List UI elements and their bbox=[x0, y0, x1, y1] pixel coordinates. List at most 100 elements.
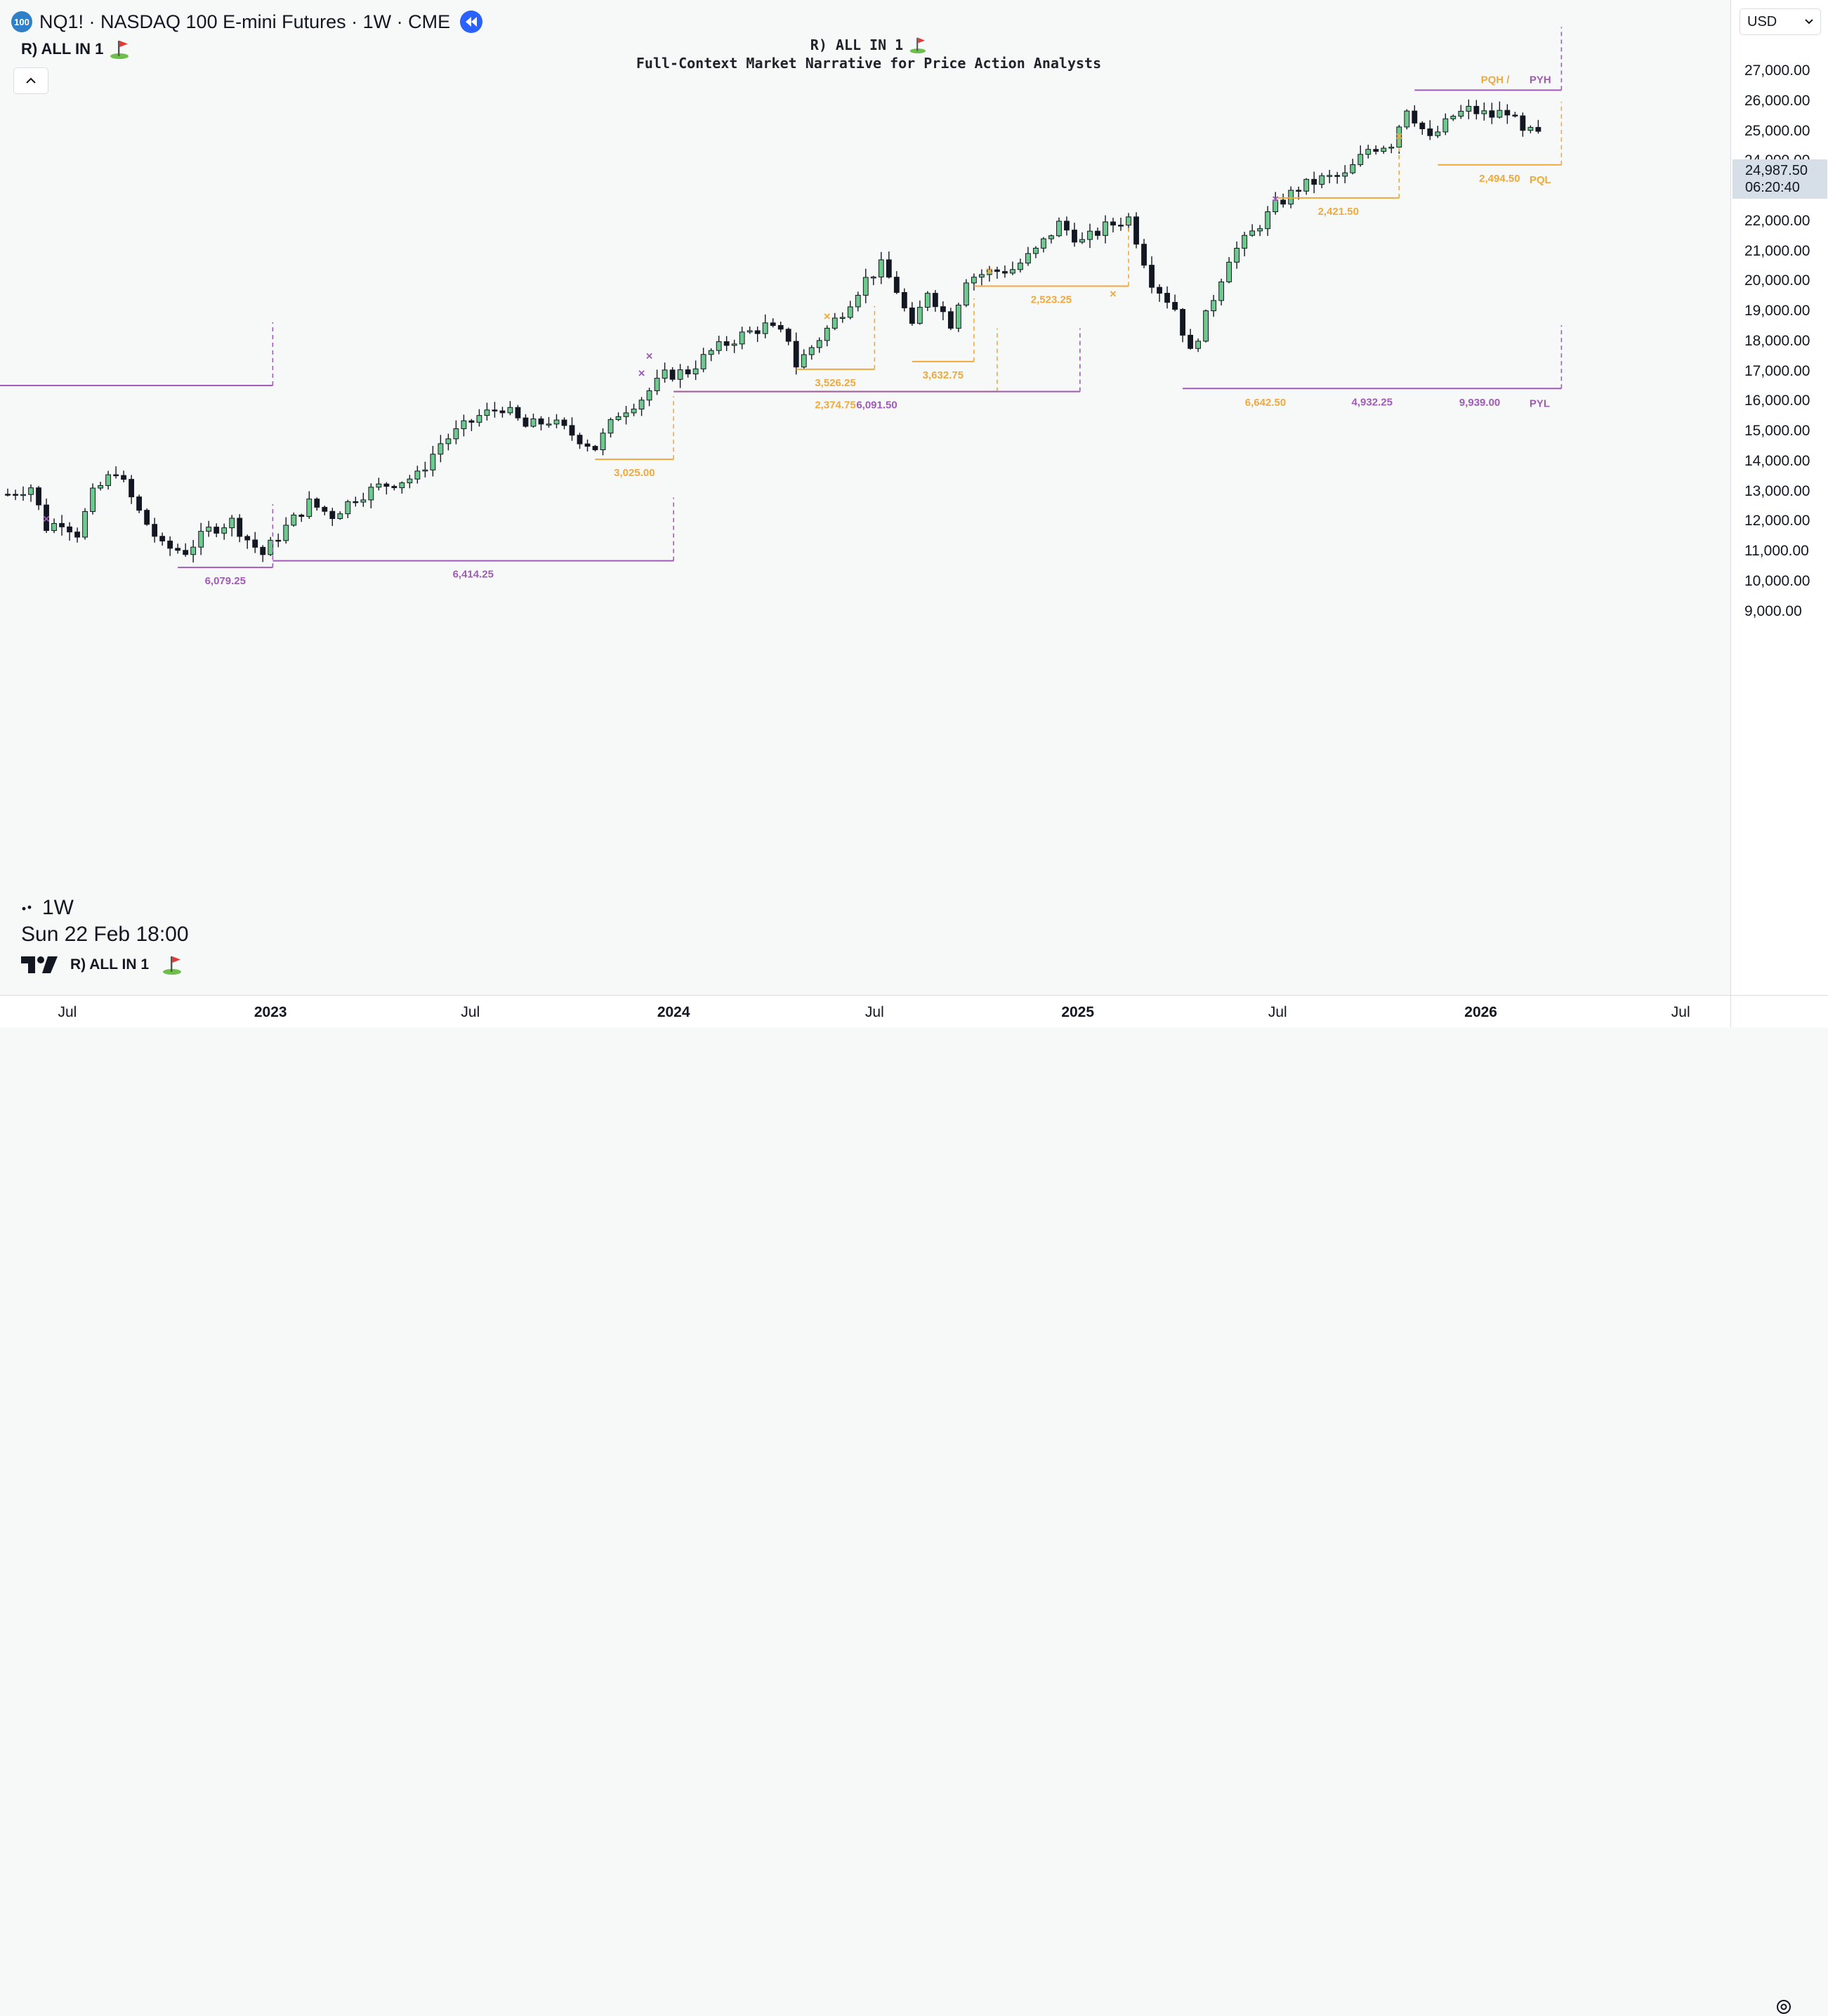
candle-bear bbox=[113, 474, 119, 477]
candle-bear bbox=[1133, 216, 1139, 245]
candle-bull bbox=[924, 293, 931, 308]
time-tick-label: 2025 bbox=[1061, 1004, 1095, 1020]
price-chart[interactable]: 2,374.75 6,091.50 6,079.25 6,414.25 3,025.00… bbox=[0, 0, 1730, 995]
time-axis[interactable]: Jul 2023 Jul 2024 Jul 2025 Jul 2026 Jul bbox=[0, 995, 1730, 1027]
candle-bear bbox=[329, 510, 336, 520]
candle-bull bbox=[878, 259, 884, 277]
time-tick-label: 2023 bbox=[254, 1004, 287, 1020]
candle-bear bbox=[785, 329, 791, 342]
x-marker: × bbox=[43, 512, 50, 525]
collapse-legend-button[interactable] bbox=[13, 67, 48, 94]
candle-bull bbox=[1249, 230, 1256, 236]
candle-bull bbox=[654, 378, 660, 391]
candle-bull bbox=[553, 419, 560, 425]
replay-icon[interactable] bbox=[460, 11, 483, 33]
chevron-down-icon bbox=[1805, 19, 1813, 25]
candle-bull bbox=[98, 485, 104, 489]
candle-bull bbox=[198, 531, 204, 548]
bar-countdown: 06:20:40 bbox=[1745, 180, 1800, 195]
candle-bear bbox=[152, 524, 158, 537]
candle-bull bbox=[360, 499, 367, 503]
candle-bear bbox=[777, 325, 784, 330]
candle-bear bbox=[244, 536, 251, 541]
level-tag: PQL bbox=[1530, 174, 1551, 186]
candle-bull bbox=[90, 487, 96, 512]
candle-bear bbox=[67, 526, 72, 533]
candle-bull bbox=[623, 412, 629, 417]
x-marker: × bbox=[986, 265, 993, 278]
candle-bear bbox=[909, 308, 915, 324]
symbol-title[interactable]: NQ1! · NASDAQ 100 E-mini Futures · 1W · … bbox=[39, 11, 451, 32]
candle-bull bbox=[963, 282, 969, 305]
candle-bear bbox=[793, 341, 799, 368]
candle-bear bbox=[44, 504, 49, 532]
candle-bull bbox=[955, 304, 961, 329]
candle-bull bbox=[700, 354, 706, 369]
level-label: 3,025.00 bbox=[614, 467, 655, 479]
candle-bear bbox=[1064, 220, 1070, 231]
candle-bear bbox=[314, 499, 320, 508]
candle-bull bbox=[1257, 228, 1263, 232]
candle-bear bbox=[129, 479, 135, 498]
candle-bull bbox=[28, 487, 34, 495]
candle-bull bbox=[731, 343, 737, 346]
indicator-legend[interactable]: R) ALL IN 1 bbox=[21, 39, 130, 59]
x-marker: × bbox=[1395, 129, 1402, 143]
candle-bull bbox=[1203, 310, 1209, 342]
candle-bear bbox=[940, 306, 946, 312]
candle-bull bbox=[190, 546, 197, 555]
candle-bull bbox=[1303, 178, 1310, 192]
candle-bear bbox=[584, 443, 591, 447]
candle-bull bbox=[607, 419, 614, 434]
candle-bear bbox=[1118, 225, 1124, 227]
candle-bear bbox=[1149, 265, 1155, 288]
candle-bull bbox=[376, 483, 382, 488]
candle-bear bbox=[1180, 309, 1185, 336]
level-label: 9,939.00 bbox=[1459, 397, 1500, 409]
candle-bear bbox=[932, 293, 938, 308]
candle-bull bbox=[1273, 199, 1279, 213]
candle-bear bbox=[5, 494, 11, 496]
price-axis[interactable]: USD 27,000.0026,000.0025,000.0024,000.00… bbox=[1730, 0, 1828, 1027]
time-tick-label: Jul bbox=[864, 1004, 884, 1020]
golf-flag-icon bbox=[110, 41, 129, 59]
level-tag: PYH bbox=[1530, 74, 1551, 86]
candle-bull bbox=[461, 420, 467, 430]
time-tick-label: 2026 bbox=[1464, 1004, 1497, 1020]
candle-bear bbox=[1373, 149, 1379, 152]
candle-bull bbox=[1319, 175, 1325, 185]
candle-bear bbox=[1188, 334, 1193, 349]
candle-bull bbox=[1404, 110, 1410, 128]
candle-bull bbox=[1466, 105, 1472, 112]
last-price-label: 24,987.50 06:20:40 bbox=[1732, 159, 1827, 199]
candle-bear bbox=[569, 425, 575, 436]
candle-bull bbox=[306, 499, 313, 518]
candle-bull bbox=[1048, 235, 1054, 239]
candle-bull bbox=[1010, 269, 1015, 274]
candle-bear bbox=[59, 522, 65, 527]
currency-select[interactable]: USD bbox=[1740, 8, 1821, 35]
candle-bull bbox=[1458, 110, 1464, 117]
indicator-name[interactable]: R) ALL IN 1 bbox=[21, 40, 104, 58]
candle-bull bbox=[1234, 248, 1240, 263]
settings-gear-icon[interactable] bbox=[1775, 1998, 1793, 2016]
candle-bull bbox=[1442, 118, 1449, 133]
candle-bull bbox=[337, 513, 343, 520]
candle-bear bbox=[175, 548, 181, 551]
candle-bull bbox=[808, 347, 815, 355]
candle-bear bbox=[770, 322, 776, 327]
symbol-header[interactable]: 100 NQ1! · NASDAQ 100 E-mini Futures · 1… bbox=[11, 10, 483, 34]
candle-bear bbox=[685, 369, 691, 375]
candle-bear bbox=[144, 510, 150, 525]
candle-bull bbox=[1342, 172, 1348, 177]
candle-bull bbox=[631, 409, 637, 414]
candle-bear bbox=[183, 550, 189, 555]
tradingview-logo-icon[interactable] bbox=[21, 955, 58, 975]
candle-bull bbox=[1435, 131, 1441, 136]
candle-bull bbox=[507, 407, 513, 414]
chart-area[interactable]: 2,374.75 6,091.50 6,079.25 6,414.25 3,025.00… bbox=[0, 0, 1730, 995]
candle-bear bbox=[561, 419, 567, 426]
candle-bear bbox=[1419, 122, 1426, 129]
candle-bull bbox=[82, 510, 88, 538]
level-label: 3,632.75 bbox=[923, 369, 964, 381]
